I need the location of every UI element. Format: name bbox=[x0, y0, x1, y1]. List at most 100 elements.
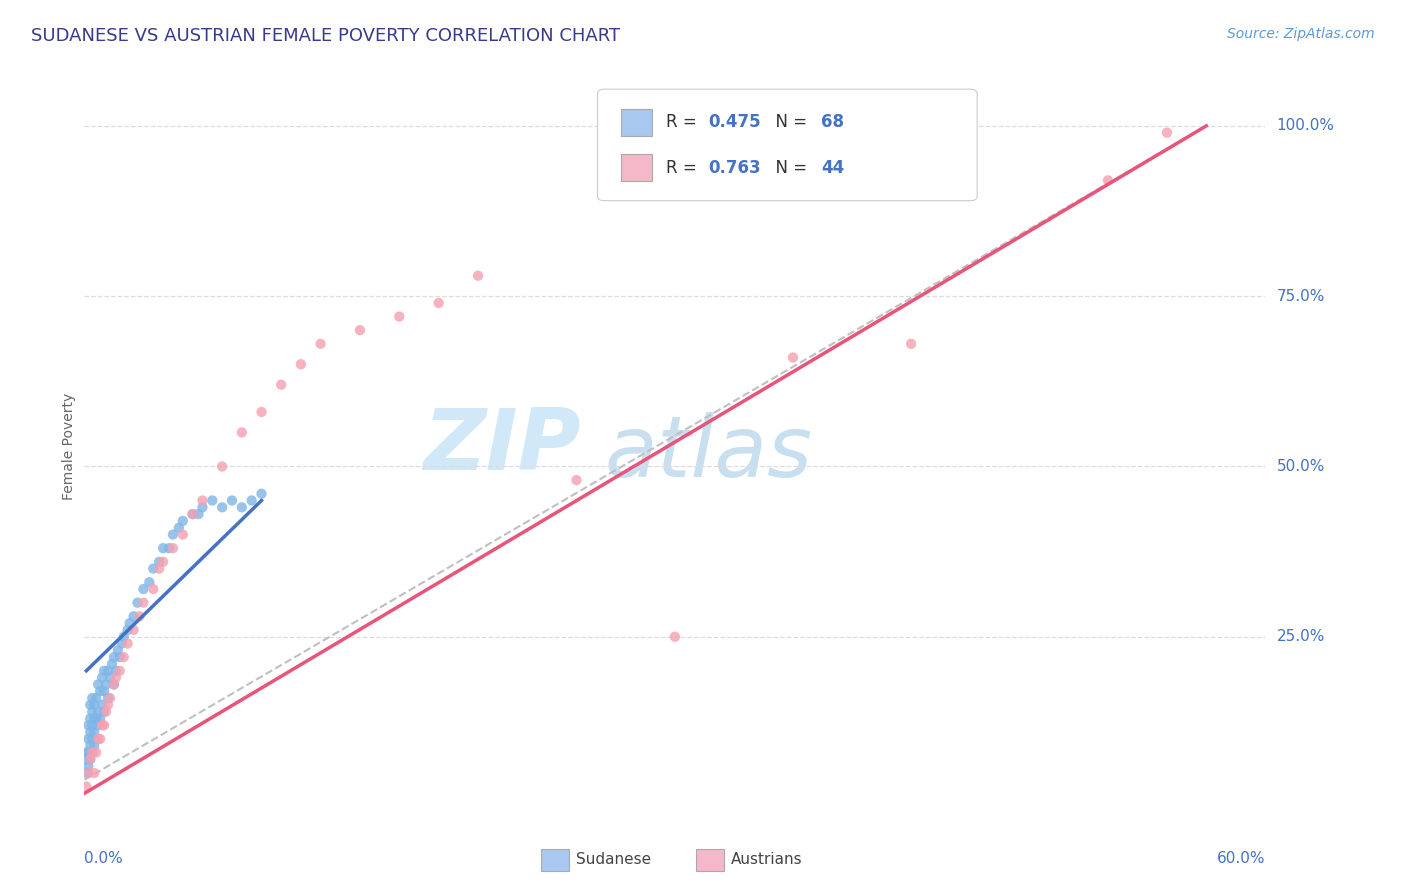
Point bbox=[82, 746, 104, 760]
Text: R =: R = bbox=[666, 159, 703, 177]
Text: 50.0%: 50.0% bbox=[1277, 459, 1324, 474]
Point bbox=[98, 671, 121, 685]
Point bbox=[191, 500, 214, 515]
Point bbox=[103, 677, 125, 691]
Point bbox=[112, 650, 135, 665]
Point bbox=[148, 555, 170, 569]
Point bbox=[187, 507, 209, 521]
Text: ZIP: ZIP bbox=[423, 404, 581, 488]
Point bbox=[270, 377, 292, 392]
Point bbox=[79, 711, 101, 725]
Point bbox=[94, 705, 117, 719]
Point bbox=[104, 664, 127, 678]
Text: 60.0%: 60.0% bbox=[1218, 851, 1265, 866]
Point bbox=[83, 725, 105, 739]
Point bbox=[167, 521, 190, 535]
Point bbox=[142, 561, 165, 575]
Point bbox=[148, 561, 170, 575]
Point bbox=[87, 718, 110, 732]
Point bbox=[162, 541, 184, 556]
Point bbox=[91, 671, 114, 685]
Text: 100.0%: 100.0% bbox=[1277, 119, 1334, 133]
Point bbox=[118, 616, 141, 631]
Point bbox=[231, 425, 253, 440]
Point bbox=[309, 336, 332, 351]
Point bbox=[104, 671, 127, 685]
Point bbox=[83, 698, 105, 712]
Point bbox=[83, 739, 105, 753]
Text: R =: R = bbox=[666, 113, 703, 131]
Point bbox=[427, 296, 450, 310]
Point bbox=[89, 731, 111, 746]
Text: Sudanese: Sudanese bbox=[576, 853, 651, 867]
Point bbox=[138, 575, 160, 590]
Point bbox=[250, 405, 273, 419]
Text: Austrians: Austrians bbox=[731, 853, 803, 867]
Point bbox=[388, 310, 411, 324]
Point bbox=[87, 705, 110, 719]
Point bbox=[79, 752, 101, 766]
Point bbox=[77, 718, 100, 732]
Text: 0.0%: 0.0% bbox=[84, 851, 124, 866]
Point bbox=[240, 493, 263, 508]
Point bbox=[79, 739, 101, 753]
Point bbox=[128, 609, 150, 624]
Point bbox=[101, 657, 124, 671]
Point bbox=[94, 677, 117, 691]
Text: 44: 44 bbox=[821, 159, 845, 177]
Point bbox=[93, 664, 115, 678]
Point bbox=[93, 684, 115, 698]
Point bbox=[467, 268, 489, 283]
Point bbox=[117, 623, 139, 637]
Point bbox=[664, 630, 686, 644]
Point bbox=[1097, 173, 1119, 187]
Point bbox=[122, 623, 145, 637]
Point bbox=[250, 486, 273, 500]
Point bbox=[93, 718, 115, 732]
Point bbox=[111, 636, 134, 650]
Y-axis label: Female Poverty: Female Poverty bbox=[62, 392, 76, 500]
Point bbox=[84, 711, 107, 725]
Point bbox=[97, 664, 120, 678]
Point bbox=[108, 664, 131, 678]
Point bbox=[172, 514, 194, 528]
Point bbox=[77, 766, 100, 780]
Point bbox=[565, 473, 588, 487]
Point bbox=[1156, 126, 1178, 140]
Point bbox=[75, 752, 97, 766]
Point bbox=[87, 677, 110, 691]
Text: 68: 68 bbox=[821, 113, 844, 131]
Point bbox=[82, 718, 104, 732]
Point bbox=[93, 705, 115, 719]
Point bbox=[221, 493, 243, 508]
Point bbox=[82, 731, 104, 746]
Point bbox=[103, 677, 125, 691]
Point bbox=[290, 357, 312, 371]
Point bbox=[75, 780, 97, 794]
Text: atlas: atlas bbox=[605, 412, 813, 495]
Point bbox=[782, 351, 804, 365]
Point bbox=[97, 698, 120, 712]
Point bbox=[117, 636, 139, 650]
Text: N =: N = bbox=[765, 159, 813, 177]
Point bbox=[77, 746, 100, 760]
Point bbox=[84, 691, 107, 706]
Text: 0.475: 0.475 bbox=[709, 113, 761, 131]
Point bbox=[79, 698, 101, 712]
Point bbox=[349, 323, 371, 337]
Point bbox=[181, 507, 204, 521]
Text: 25.0%: 25.0% bbox=[1277, 629, 1324, 644]
Point bbox=[89, 711, 111, 725]
Point bbox=[122, 609, 145, 624]
Point bbox=[82, 746, 104, 760]
Point bbox=[132, 582, 155, 596]
Point bbox=[103, 650, 125, 665]
Point bbox=[79, 725, 101, 739]
Point bbox=[87, 731, 110, 746]
Point bbox=[172, 527, 194, 541]
Point bbox=[112, 630, 135, 644]
Point bbox=[91, 718, 114, 732]
Point bbox=[77, 759, 100, 773]
Point bbox=[900, 336, 922, 351]
Point bbox=[82, 691, 104, 706]
